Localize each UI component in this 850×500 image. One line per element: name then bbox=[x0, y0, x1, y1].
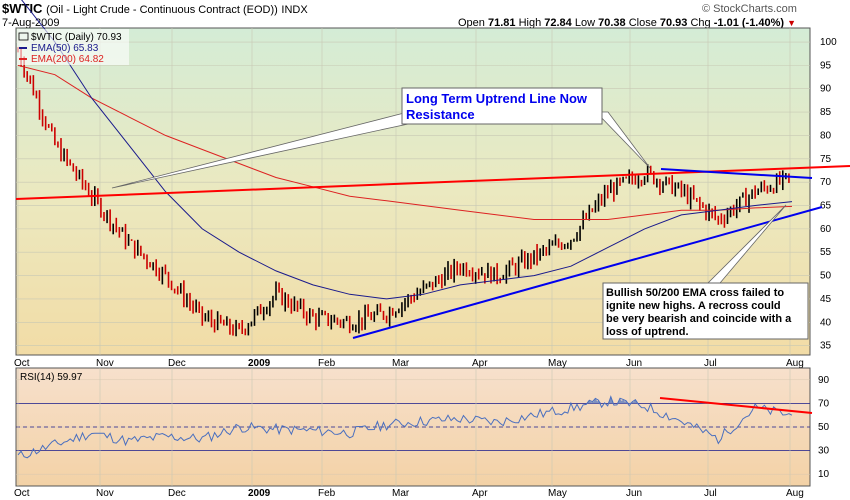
price-y-tick-label: 35 bbox=[820, 341, 832, 352]
x-tick-label: Mar bbox=[392, 358, 410, 369]
legend-price: $WTIC (Daily) 70.93 bbox=[31, 32, 122, 43]
price-y-tick-label: 50 bbox=[820, 271, 832, 282]
price-y-tick-label: 45 bbox=[820, 294, 832, 305]
legend-ema50: EMA(50) 65.83 bbox=[31, 43, 99, 54]
x-tick-label: Oct bbox=[14, 358, 30, 369]
x-tick-label: Oct bbox=[14, 488, 30, 499]
x-tick-label: Jun bbox=[626, 358, 642, 369]
ema50-line bbox=[21, 0, 793, 300]
rsi-divergence-line bbox=[659, 397, 813, 414]
chart-date: 7-Aug-2009 bbox=[2, 17, 60, 29]
price-bars bbox=[17, 47, 790, 337]
price-y-tick-label: 75 bbox=[820, 154, 832, 165]
blue-support-line bbox=[352, 206, 823, 339]
legend-ema200: EMA(200) 64.82 bbox=[31, 54, 104, 65]
price-y-axis: 35 40 45 50 55 60 65 70 75 80 85 90 95 100 bbox=[820, 37, 837, 352]
price-y-tick-label: 100 bbox=[820, 37, 837, 48]
rsi-y-tick-label: 90 bbox=[818, 375, 830, 386]
callout-resistance-line2: Resistance bbox=[406, 107, 475, 122]
callout-box-resistance bbox=[401, 87, 603, 125]
price-x-axis: Oct Nov Dec 2009 Feb Mar Apr May Jun Jul Aug bbox=[14, 358, 804, 369]
price-legend: $WTIC (Daily) 70.93 EMA(50) 65.83 EMA(20… bbox=[17, 29, 129, 65]
ema-note-line2: ignite new highs. A recross could bbox=[606, 300, 781, 312]
close-label: Close bbox=[628, 17, 657, 29]
rsi-y-axis: 10 30 50 70 90 bbox=[818, 375, 830, 480]
ticker-description: (Oil - Light Crude - Continuous Contract… bbox=[46, 4, 278, 16]
price-y-tick-label: 65 bbox=[820, 201, 832, 212]
high-value: 72.84 bbox=[544, 17, 572, 29]
x-tick-label: 2009 bbox=[248, 358, 271, 369]
bar-icon bbox=[18, 32, 29, 41]
down-arrow-icon: ▼ bbox=[787, 18, 797, 28]
price-y-tick-label: 70 bbox=[820, 177, 832, 188]
x-tick-label: Apr bbox=[472, 488, 488, 499]
blue-top-line bbox=[660, 168, 813, 179]
chg-value: -1.01 (-1.40%) bbox=[713, 17, 785, 29]
ticker-symbol: $WTIC bbox=[2, 1, 43, 16]
x-tick-label: Dec bbox=[168, 358, 186, 369]
x-tick-label: Jun bbox=[626, 488, 642, 499]
x-tick-label: Dec bbox=[168, 488, 186, 499]
price-y-tick-label: 60 bbox=[820, 224, 832, 235]
x-tick-label: Nov bbox=[96, 488, 114, 499]
low-label: Low bbox=[574, 17, 596, 29]
low-value: 70.38 bbox=[598, 17, 626, 29]
legend-rsi: RSI(14) 59.97 bbox=[20, 372, 83, 383]
x-tick-label: Nov bbox=[96, 358, 114, 369]
price-y-tick-label: 80 bbox=[820, 130, 832, 141]
rsi-gridlines bbox=[16, 368, 810, 486]
price-y-tick-label: 40 bbox=[820, 317, 832, 328]
x-tick-label: Aug bbox=[786, 488, 804, 499]
callout-resistance-line1: Long Term Uptrend Line Now bbox=[406, 91, 588, 106]
x-tick-label: 2009 bbox=[248, 488, 271, 499]
ohlc-readout: Open 71.81 High 72.84 Low 70.38 Close 70… bbox=[458, 17, 796, 29]
chg-label: Chg bbox=[690, 17, 711, 29]
x-tick-label: May bbox=[548, 488, 567, 499]
ticker-exchange: INDX bbox=[281, 4, 308, 16]
rsi-y-tick-label: 50 bbox=[818, 422, 830, 433]
price-gridlines bbox=[16, 28, 810, 355]
open-value: 71.81 bbox=[487, 17, 516, 29]
ema-note-line3: be very bearish and coincide with a bbox=[606, 313, 792, 325]
x-tick-label: Jul bbox=[704, 358, 717, 369]
x-tick-label: Mar bbox=[392, 488, 410, 499]
ema200-line bbox=[17, 64, 793, 220]
rsi-y-tick-label: 10 bbox=[818, 469, 830, 480]
high-label: High bbox=[518, 17, 542, 29]
rsi-y-tick-label: 70 bbox=[818, 398, 830, 409]
x-tick-label: Feb bbox=[318, 358, 336, 369]
x-tick-label: Jul bbox=[704, 488, 717, 499]
x-tick-label: Feb bbox=[318, 488, 336, 499]
ema-note-line1: Bullish 50/200 EMA cross failed to bbox=[606, 287, 784, 299]
price-y-tick-label: 90 bbox=[820, 84, 832, 95]
rsi-overbought-fill bbox=[567, 396, 639, 404]
rsi-line bbox=[17, 395, 793, 459]
brand-watermark: © StockCharts.com bbox=[702, 3, 797, 15]
ticker-title: $WTIC (Oil - Light Crude - Continuous Co… bbox=[2, 1, 308, 16]
price-y-tick-label: 85 bbox=[820, 107, 832, 118]
open-label: Open bbox=[458, 17, 485, 29]
price-y-tick-label: 95 bbox=[820, 60, 832, 71]
close-value: 70.93 bbox=[659, 17, 688, 29]
rsi-x-axis: Oct Nov Dec 2009 Feb Mar Apr May Jun Jul Aug bbox=[14, 488, 804, 499]
x-tick-label: Apr bbox=[472, 358, 488, 369]
price-y-tick-label: 55 bbox=[820, 247, 832, 258]
rsi-y-tick-label: 30 bbox=[818, 446, 830, 457]
callout-box-ema-note bbox=[602, 282, 809, 340]
x-tick-label: May bbox=[548, 358, 567, 369]
ema-note-line4: loss of uptrend. bbox=[606, 326, 689, 338]
x-tick-label: Aug bbox=[786, 358, 804, 369]
